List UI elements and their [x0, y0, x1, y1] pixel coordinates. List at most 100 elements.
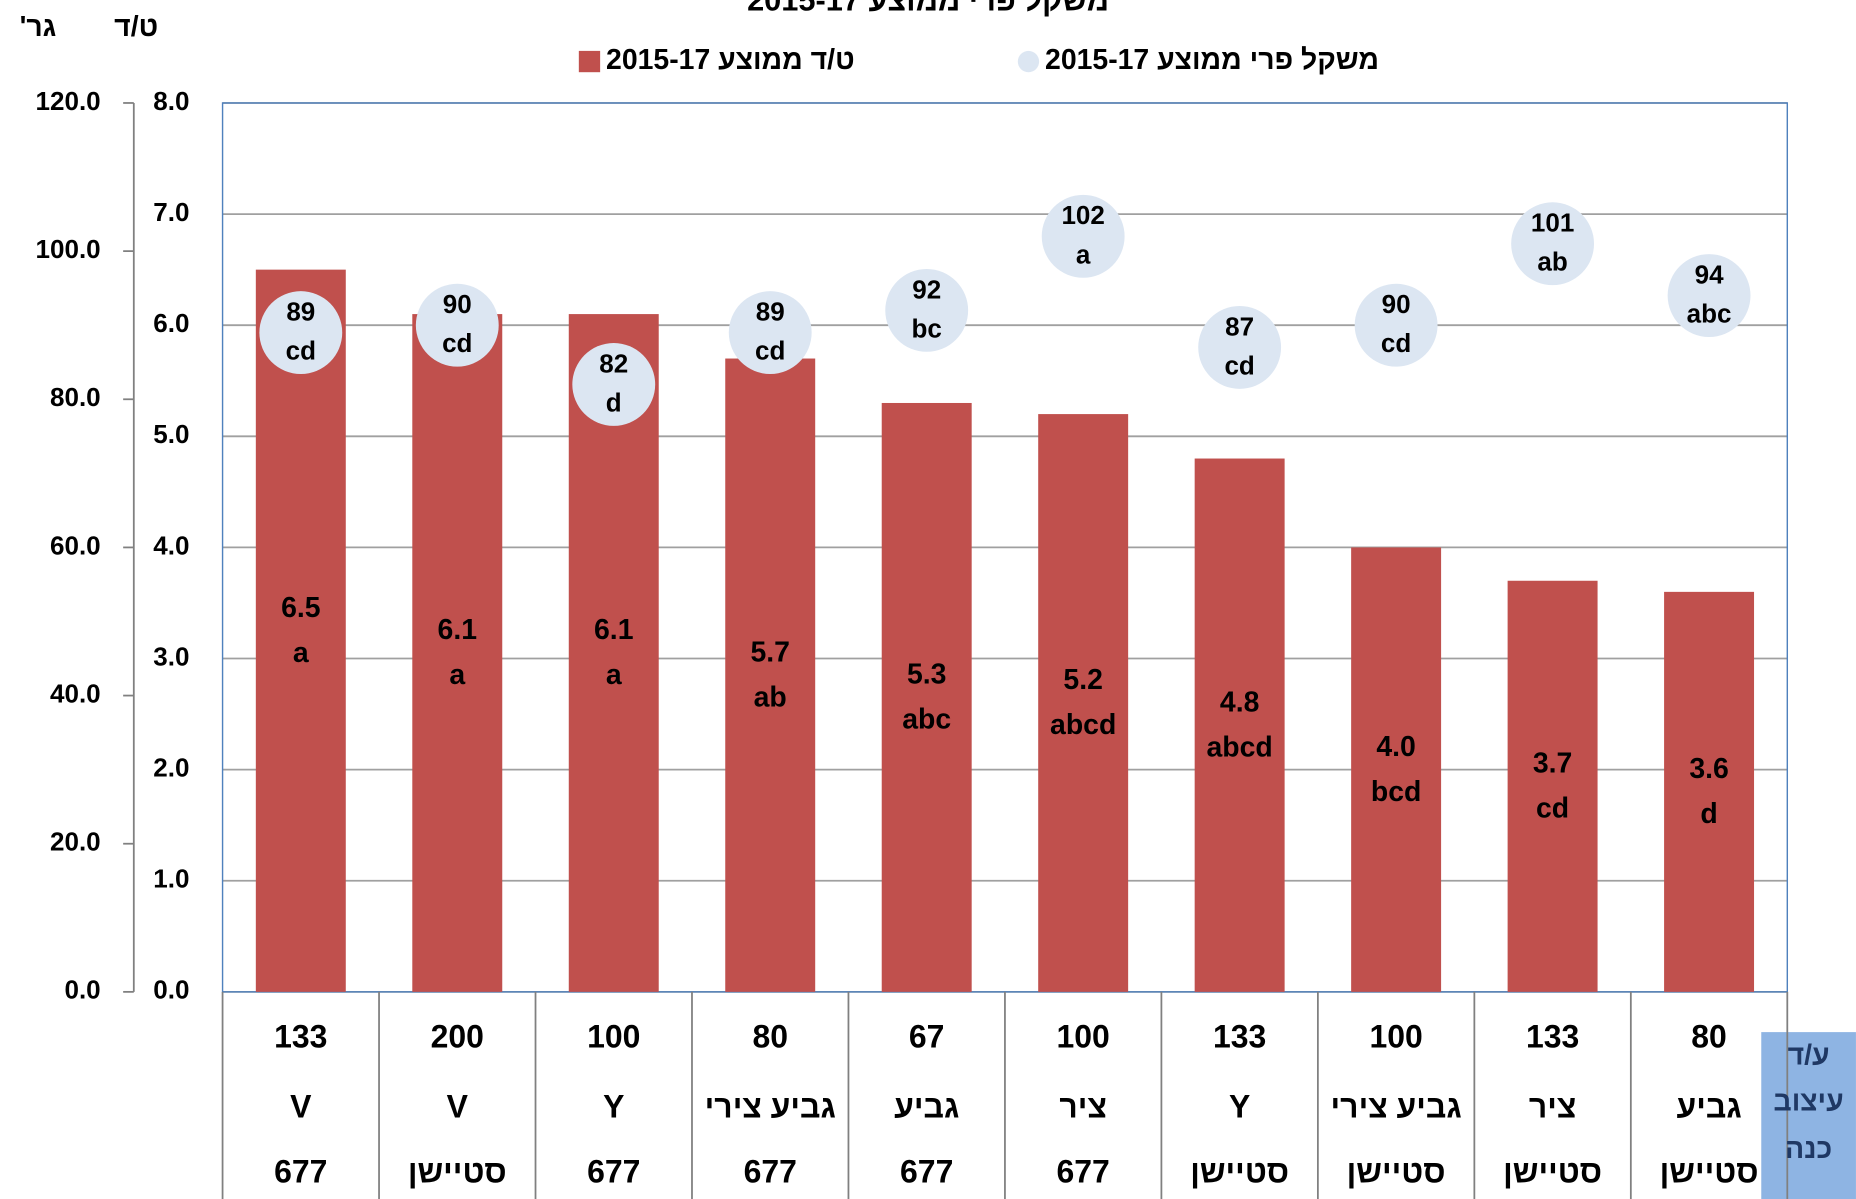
- y-tick-label: 8.0: [153, 86, 189, 116]
- marker-value-label: 94: [1695, 260, 1724, 290]
- bar: [1351, 547, 1442, 992]
- bar-value-label: 3.6: [1689, 753, 1728, 785]
- fruit-weight-marker: [728, 291, 812, 375]
- fruit-weight-marker: [259, 291, 343, 375]
- marker-letter-label: ab: [1537, 247, 1567, 277]
- bar-value-label: 4.0: [1376, 731, 1415, 763]
- bar-letter-label: bcd: [1371, 776, 1421, 808]
- x-tick-label: 133: [274, 1019, 327, 1055]
- x-tick-label: סטיישן: [1503, 1154, 1602, 1190]
- y2-tick-label: 120.0: [36, 86, 101, 116]
- x-tick-label: 677: [274, 1154, 327, 1190]
- marker-value-label: 102: [1061, 200, 1104, 230]
- bar-value-label: 5.7: [750, 636, 789, 668]
- bar: [255, 269, 346, 992]
- y2-tick-label: 80.0: [50, 382, 101, 412]
- x-tick-label: סטיישן: [1660, 1154, 1759, 1190]
- fruit-weight-marker: [1354, 283, 1438, 367]
- x-tick-label: סטיישן: [408, 1154, 507, 1190]
- y-tick-label: 4.0: [153, 530, 189, 560]
- legend-marker: [1017, 50, 1040, 73]
- fruit-weight-marker: [1198, 305, 1282, 389]
- x-tick-label: 677: [900, 1154, 953, 1190]
- bar: [568, 314, 659, 992]
- marker-value-label: 90: [443, 289, 472, 319]
- bar: [1507, 580, 1598, 992]
- x-tick-label: Y: [603, 1088, 624, 1124]
- fruit-weight-marker: [415, 283, 499, 367]
- marker-value-label: 92: [912, 274, 941, 304]
- row-header-label: ע/ד: [1788, 1039, 1830, 1071]
- bar-value-label: 4.8: [1220, 686, 1259, 718]
- fruit-weight-marker: [572, 343, 656, 426]
- x-tick-label: ציר: [1529, 1088, 1577, 1124]
- x-tick-label: 200: [431, 1019, 484, 1055]
- marker-letter-label: abc: [1687, 299, 1732, 329]
- bar-value-label: 6.1: [438, 614, 477, 646]
- x-tick-label: סטיישן: [1190, 1154, 1289, 1190]
- y2-tick-label: 40.0: [50, 678, 101, 708]
- x-tick-label: 677: [1057, 1154, 1110, 1190]
- marker-value-label: 89: [756, 297, 785, 327]
- x-tick-label: גביע צירי: [1331, 1088, 1462, 1124]
- x-tick-label: 67: [909, 1019, 945, 1055]
- x-tick-label: V: [290, 1088, 312, 1124]
- y-axis-title: ט/ד: [114, 11, 158, 43]
- row-header-label: עיצוב: [1774, 1086, 1844, 1118]
- x-tick-label: סטיישן: [1347, 1154, 1446, 1190]
- y-tick-label: 7.0: [153, 197, 189, 227]
- legend-marker: [578, 50, 601, 73]
- y-tick-label: 3.0: [153, 641, 189, 671]
- x-tick-label: 80: [1691, 1019, 1727, 1055]
- marker-value-label: 87: [1225, 311, 1254, 341]
- legend-label: משקל פרי ממוצע 2015-17: [1045, 44, 1379, 76]
- marker-value-label: 101: [1531, 208, 1574, 238]
- bar-letter-label: a: [606, 659, 622, 691]
- marker-letter-label: a: [1076, 239, 1091, 269]
- marker-letter-label: cd: [1224, 350, 1254, 380]
- bar-letter-label: d: [1700, 798, 1717, 830]
- y2-axis-title: גר': [20, 11, 57, 43]
- bar: [725, 358, 816, 992]
- bar-value-label: 6.1: [594, 614, 633, 646]
- marker-letter-label: cd: [442, 328, 472, 358]
- x-tick-label: 677: [587, 1154, 640, 1190]
- y2-tick-label: 0.0: [64, 975, 100, 1005]
- bar-letter-label: abcd: [1050, 709, 1116, 741]
- row-header-box: [1761, 1032, 1856, 1199]
- y2-tick-label: 60.0: [50, 530, 101, 560]
- bar-letter-label: a: [449, 659, 465, 691]
- y2-tick-label: 100.0: [36, 234, 101, 264]
- bar: [1664, 591, 1755, 992]
- x-tick-label: 677: [744, 1154, 797, 1190]
- y-tick-label: 2.0: [153, 753, 189, 783]
- bar-value-label: 5.3: [907, 659, 946, 691]
- x-tick-label: 100: [1057, 1019, 1110, 1055]
- x-tick-label: 80: [752, 1019, 788, 1055]
- bar-letter-label: abcd: [1207, 731, 1273, 763]
- y-tick-label: 5.0: [153, 419, 189, 449]
- marker-letter-label: cd: [755, 336, 785, 366]
- bar-letter-label: a: [293, 637, 309, 669]
- fruit-weight-marker: [1041, 194, 1125, 278]
- x-tick-label: גביע: [894, 1088, 959, 1124]
- legend-label: ט/ד ממוצע 2015-17: [606, 44, 855, 76]
- y-tick-label: 6.0: [153, 308, 189, 338]
- bar-value-label: 3.7: [1533, 748, 1572, 780]
- marker-letter-label: cd: [1381, 328, 1411, 358]
- x-tick-label: גביע: [1677, 1088, 1742, 1124]
- x-tick-label: 133: [1213, 1019, 1266, 1055]
- x-tick-label: 100: [587, 1019, 640, 1055]
- bar-letter-label: cd: [1536, 792, 1569, 824]
- bar-value-label: 6.5: [281, 592, 320, 624]
- marker-value-label: 89: [286, 297, 315, 327]
- bar-letter-label: ab: [754, 681, 787, 713]
- bar: [1194, 458, 1285, 992]
- x-tick-label: V: [447, 1088, 469, 1124]
- chart-title: משקל פרי ממוצע 2015-17: [747, 0, 1109, 17]
- x-tick-label: 100: [1369, 1019, 1422, 1055]
- fruit-weight-marker: [885, 268, 969, 352]
- x-tick-label: גביע צירי: [705, 1088, 836, 1124]
- bar-letter-label: abc: [902, 704, 951, 736]
